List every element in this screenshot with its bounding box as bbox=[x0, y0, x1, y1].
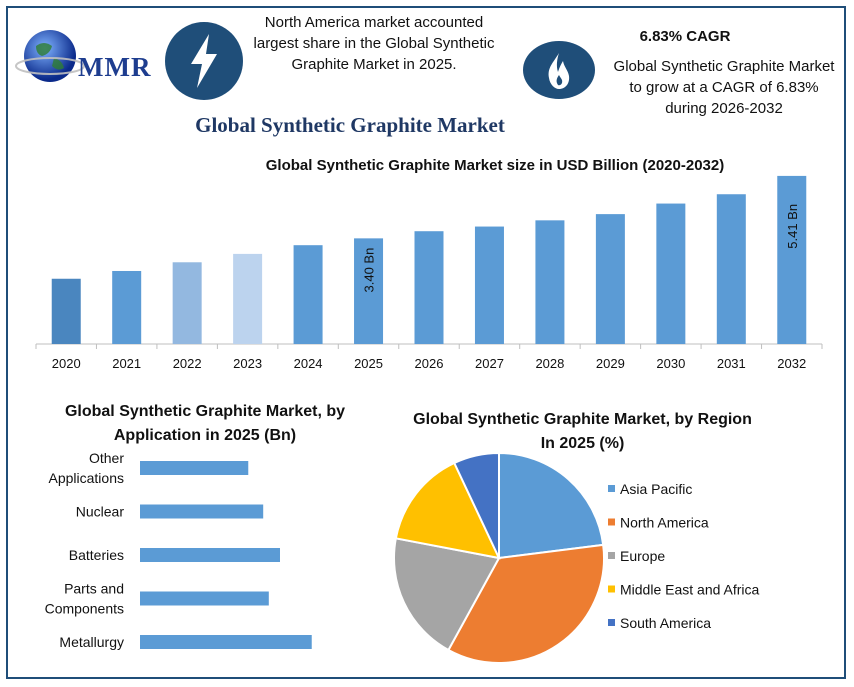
x-tick-label: 2023 bbox=[233, 356, 262, 371]
bar-other-applications bbox=[140, 461, 249, 475]
pie-slice-north-america bbox=[447, 543, 605, 664]
pie-slice-south-america bbox=[452, 451, 500, 559]
x-tick-label: 2025 bbox=[354, 356, 383, 371]
bar-2020 bbox=[51, 278, 81, 344]
page-frame bbox=[6, 6, 846, 679]
pie-slice-middle-east-and-africa bbox=[394, 461, 501, 560]
bar-2030 bbox=[656, 203, 686, 344]
legend-label: North America bbox=[620, 515, 709, 531]
x-tick-label: 2020 bbox=[52, 356, 81, 371]
category-label: Other bbox=[89, 450, 124, 466]
bar-2024 bbox=[293, 245, 323, 344]
application-chart-title: Global Synthetic Graphite Market, by App… bbox=[64, 403, 346, 444]
legend-swatch bbox=[608, 485, 615, 492]
bar-2022 bbox=[172, 262, 202, 344]
flame-icon bbox=[523, 41, 595, 99]
bar-chart-title: Global Synthetic Graphite Market size in… bbox=[265, 157, 725, 174]
bar-2028 bbox=[535, 220, 565, 344]
category-label: Batteries bbox=[69, 547, 124, 563]
category-label: Applications bbox=[49, 470, 125, 486]
market-share-note: North America market accounted largest s… bbox=[253, 14, 495, 73]
bar-2029 bbox=[595, 214, 625, 344]
bar-2031 bbox=[716, 194, 746, 344]
lightning-icon bbox=[165, 22, 243, 100]
legend-swatch bbox=[608, 585, 615, 593]
bar-metallurgy bbox=[140, 635, 312, 649]
category-label: Metallurgy bbox=[59, 634, 124, 650]
bar-2025 bbox=[354, 238, 384, 344]
pie-slice-europe bbox=[393, 537, 501, 652]
bar-2026 bbox=[414, 231, 444, 344]
logo-text: MMR bbox=[78, 52, 152, 82]
x-tick-label: 2024 bbox=[294, 356, 323, 371]
x-tick-label: 2029 bbox=[596, 356, 625, 371]
bar-batteries bbox=[140, 548, 280, 562]
bar-2021 bbox=[112, 270, 142, 344]
legend-swatch bbox=[608, 518, 615, 526]
x-tick-label: 2021 bbox=[112, 356, 141, 371]
region-chart-title: Global Synthetic Graphite Market, by Reg… bbox=[413, 411, 752, 452]
x-tick-label: 2027 bbox=[475, 356, 504, 371]
category-label: Parts and bbox=[64, 581, 124, 597]
x-tick-label: 2026 bbox=[415, 356, 444, 371]
x-tick-label: 2028 bbox=[535, 356, 564, 371]
category-label: Nuclear bbox=[76, 504, 125, 520]
x-tick-label: 2032 bbox=[777, 356, 806, 371]
x-tick-label: 2030 bbox=[656, 356, 685, 371]
cagr-note: Global Synthetic Graphite Market to grow… bbox=[613, 58, 835, 117]
legend-label: Asia Pacific bbox=[620, 481, 692, 497]
bar-parts-and-components bbox=[140, 591, 269, 606]
legend-label: Europe bbox=[620, 548, 665, 564]
legend-label: Middle East and Africa bbox=[620, 582, 760, 598]
x-tick-label: 2031 bbox=[717, 356, 746, 371]
pie-slice-asia-pacific bbox=[498, 451, 605, 560]
legend-label: South America bbox=[620, 615, 711, 631]
data-label: 5.41 Bn bbox=[785, 204, 800, 249]
page-title: Global Synthetic Graphite Market bbox=[195, 113, 505, 137]
x-tick-label: 2022 bbox=[173, 356, 202, 371]
data-label: 3.40 Bn bbox=[362, 248, 377, 293]
bar-2032 bbox=[777, 175, 807, 344]
cagr-heading: 6.83% CAGR bbox=[639, 28, 731, 45]
legend-swatch bbox=[608, 552, 615, 559]
bar-2023 bbox=[233, 253, 263, 344]
legend-swatch bbox=[608, 619, 615, 626]
bar-nuclear bbox=[140, 504, 264, 519]
bar-2027 bbox=[474, 226, 504, 344]
globe-icon bbox=[15, 30, 85, 82]
category-label: Components bbox=[45, 601, 124, 617]
